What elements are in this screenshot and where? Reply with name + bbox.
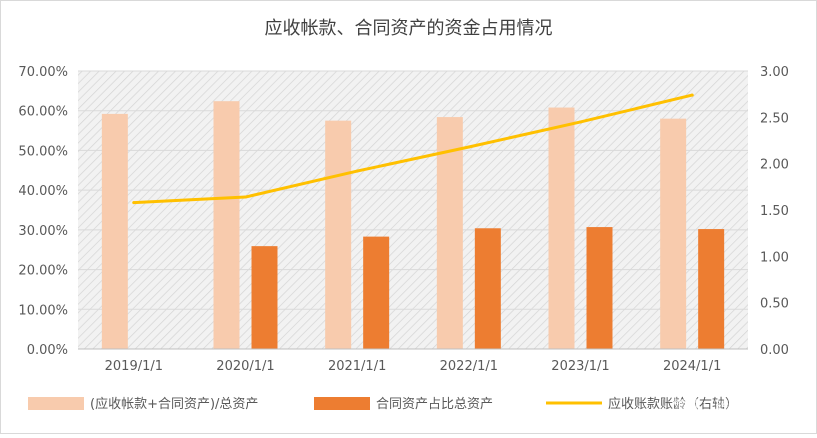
x-tick-label: 2022/1/1 xyxy=(440,359,498,374)
bar-series-2-2020/1/1 xyxy=(251,246,278,349)
y-right-tick-label: 2.50 xyxy=(760,111,789,126)
line-point-2022/1/1 xyxy=(467,145,471,149)
line-point-2021/1/1 xyxy=(355,169,359,173)
y-left-tick-label: 50.00% xyxy=(18,144,68,159)
bar-series-1-2021/1/1 xyxy=(325,120,352,350)
x-tick-label: 2023/1/1 xyxy=(551,359,609,374)
bar-series-1-2019/1/1 xyxy=(101,113,128,350)
legend-label-3: 应收账款账龄（右轴） xyxy=(608,396,738,412)
x-tick-label: 2019/1/1 xyxy=(105,359,163,374)
bar-series-2-2023/1/1 xyxy=(586,227,613,349)
legend-swatch-1 xyxy=(28,397,84,410)
x-tick-label: 2020/1/1 xyxy=(216,359,274,374)
x-tick-label: 2021/1/1 xyxy=(328,359,386,374)
bar-series-2-2021/1/1 xyxy=(363,236,390,349)
y-left-tick-label: 40.00% xyxy=(18,184,68,199)
line-series-1 xyxy=(132,93,694,205)
line-point-2023/1/1 xyxy=(579,120,582,124)
bar-series-2-2022/1/1 xyxy=(474,228,501,349)
axes: 0.00% 10.00% 20.00% 30.00% 40.00% 50.00% 60.00… xyxy=(18,65,789,374)
chart-title: 应收帐款、合同资产的资金占用情况 xyxy=(265,18,553,39)
y-left-tick-label: 10.00% xyxy=(18,303,68,318)
line-point-2024/1/1 xyxy=(690,93,694,97)
watermark-text: 雪球：转债小园 xyxy=(673,399,771,415)
y-right-tick-label: 2.00 xyxy=(760,158,789,173)
y-right-tick-label: 0.50 xyxy=(760,297,789,312)
x-tick-label: 2024/1/1 xyxy=(663,359,721,374)
y-right-tick-label: 3.00 xyxy=(760,65,789,80)
y-right-tick-label: 1.50 xyxy=(760,204,789,219)
bar-series-1-2024/1/1 xyxy=(660,118,687,350)
bars xyxy=(101,101,725,350)
bar-series-1-2023/1/1 xyxy=(548,107,575,349)
legend: (应收帐款+合同资产)/总资产 合同资产占比总资产 应收账款账龄（右轴） xyxy=(28,396,738,412)
line-point-2019/1/1 xyxy=(132,201,136,205)
legend-label-2: 合同资产占比总资产 xyxy=(376,397,493,412)
y-left-tick-label: 60.00% xyxy=(18,105,68,120)
plot-area xyxy=(78,71,748,349)
bar-series-1-2022/1/1 xyxy=(436,117,463,349)
y-left-tick-label: 0.00% xyxy=(27,343,68,358)
bar-series-2-2024/1/1 xyxy=(698,229,725,349)
line-point-2020/1/1 xyxy=(244,195,247,199)
y-left-tick-label: 30.00% xyxy=(18,224,68,239)
legend-label-1: (应收帐款+合同资产)/总资产 xyxy=(90,396,258,412)
y-left-tick-label: 70.00% xyxy=(18,65,68,80)
y-right-tick-label: 0.00 xyxy=(760,343,789,358)
y-right-tick-label: 1.00 xyxy=(760,250,789,265)
bar-series-1-2020/1/1 xyxy=(213,101,240,349)
line-series xyxy=(132,93,694,205)
legend-swatch-2 xyxy=(314,397,370,410)
y-left-tick-label: 20.00% xyxy=(18,264,68,279)
